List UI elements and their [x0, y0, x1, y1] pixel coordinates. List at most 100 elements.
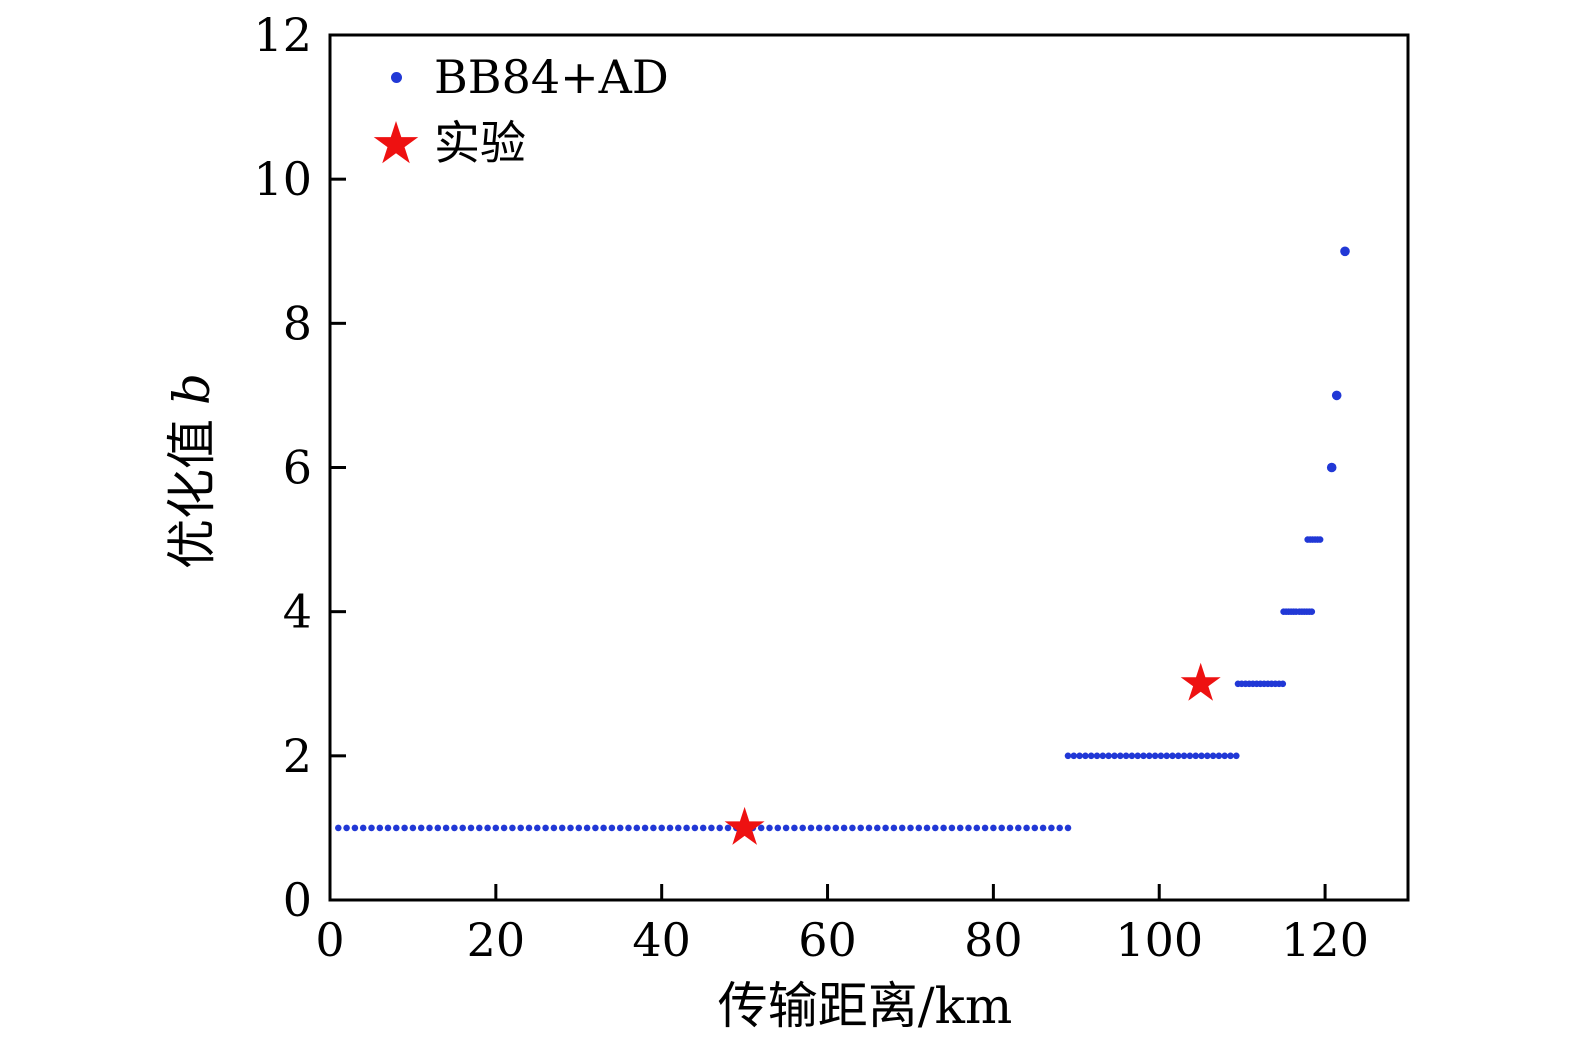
- data-point: [459, 824, 467, 832]
- data-point: [1087, 752, 1095, 760]
- data-point: [633, 824, 641, 832]
- data-point: [699, 824, 707, 832]
- data-point: [832, 824, 840, 832]
- y-axis-label-text: 优化值: [163, 419, 221, 570]
- data-point: [691, 824, 699, 832]
- dot-marker-icon: [390, 71, 402, 83]
- data-point: [1099, 752, 1107, 760]
- data-point: [874, 824, 881, 832]
- data-point: [1031, 824, 1039, 832]
- data-point: [799, 824, 806, 832]
- y-tick-label: 6: [283, 441, 312, 495]
- data-point: [990, 824, 997, 832]
- data-point: [708, 824, 715, 832]
- data-point: [940, 824, 947, 832]
- data-point: [434, 824, 442, 832]
- data-point: [492, 824, 500, 832]
- data-point: [791, 824, 798, 832]
- data-point: [840, 824, 848, 832]
- data-point: [1093, 752, 1101, 760]
- data-point: [865, 824, 873, 832]
- legend-label-experiment: 实验: [434, 116, 526, 170]
- data-point: [1015, 824, 1022, 832]
- data-point: [401, 824, 408, 832]
- data-point: [824, 824, 831, 832]
- data-point: [807, 824, 815, 832]
- data-point: [1169, 752, 1176, 760]
- data-point: [550, 824, 558, 832]
- data-point: [1128, 752, 1136, 760]
- y-tick-label: 10: [253, 152, 312, 206]
- data-point: [1151, 752, 1159, 760]
- data-point: [1308, 608, 1316, 615]
- data-point: [1209, 752, 1217, 760]
- data-point: [583, 824, 591, 832]
- data-point: [426, 824, 433, 832]
- data-point: [666, 824, 674, 832]
- data-point: [409, 824, 417, 832]
- data-point: [517, 824, 524, 832]
- data-point: [915, 824, 923, 832]
- data-point: [351, 824, 359, 832]
- data-point: [1227, 752, 1234, 760]
- data-point: [948, 824, 956, 832]
- data-point: [575, 824, 583, 832]
- legend-marker-box: [372, 71, 420, 83]
- y-tick-label: 0: [283, 873, 312, 927]
- legend-label-bb84-ad: BB84+AD: [434, 50, 669, 104]
- legend-item-experiment: ★ 实验: [370, 109, 669, 177]
- legend-marker-box: ★: [370, 109, 422, 177]
- data-point: [1117, 752, 1124, 760]
- data-point: [542, 824, 549, 832]
- y-axis-label-symbol: b: [163, 373, 221, 406]
- data-point: [1340, 246, 1350, 257]
- legend-item-bb84-ad: BB84+AD: [372, 44, 669, 110]
- data-point: [625, 824, 632, 832]
- experiment-star: [1180, 662, 1221, 701]
- plot-frame: [328, 33, 1410, 902]
- data-point: [1204, 752, 1211, 760]
- data-point: [1215, 752, 1223, 760]
- data-point: [650, 824, 657, 832]
- y-tick-label: 4: [283, 585, 312, 639]
- data-point: [724, 824, 732, 832]
- data-point: [1279, 680, 1287, 688]
- data-point: [608, 824, 616, 832]
- data-point: [567, 824, 574, 832]
- data-point: [882, 824, 889, 832]
- x-tick-label: 80: [964, 913, 1023, 967]
- data-point: [683, 824, 690, 832]
- data-point: [1326, 462, 1337, 473]
- data-point: [815, 824, 823, 832]
- data-point: [641, 824, 649, 832]
- data-point: [1111, 752, 1118, 760]
- data-point: [1186, 752, 1194, 760]
- data-point: [534, 824, 541, 832]
- data-point: [616, 824, 624, 832]
- data-point: [592, 824, 599, 832]
- data-point: [1048, 824, 1055, 832]
- data-point: [1157, 752, 1165, 760]
- data-point: [774, 824, 782, 832]
- data-point: [923, 824, 931, 832]
- data-point: [932, 824, 939, 832]
- data-point: [1134, 752, 1141, 760]
- data-point: [716, 824, 723, 832]
- data-point: [509, 824, 516, 832]
- data-point: [467, 824, 475, 832]
- data-point: [1331, 390, 1342, 401]
- star-marker-icon: ★: [370, 109, 422, 177]
- data-point: [525, 824, 533, 832]
- data-point: [1006, 824, 1014, 832]
- data-point: [335, 824, 342, 832]
- data-point: [451, 824, 458, 832]
- data-point: [766, 824, 773, 832]
- data-point: [359, 824, 367, 832]
- data-point: [1122, 752, 1130, 760]
- y-axis-label: 优化值 b: [157, 269, 227, 673]
- data-point: [1105, 752, 1112, 760]
- data-point: [658, 824, 665, 832]
- data-point: [757, 824, 765, 832]
- data-point: [368, 824, 375, 832]
- data-point: [1023, 824, 1030, 832]
